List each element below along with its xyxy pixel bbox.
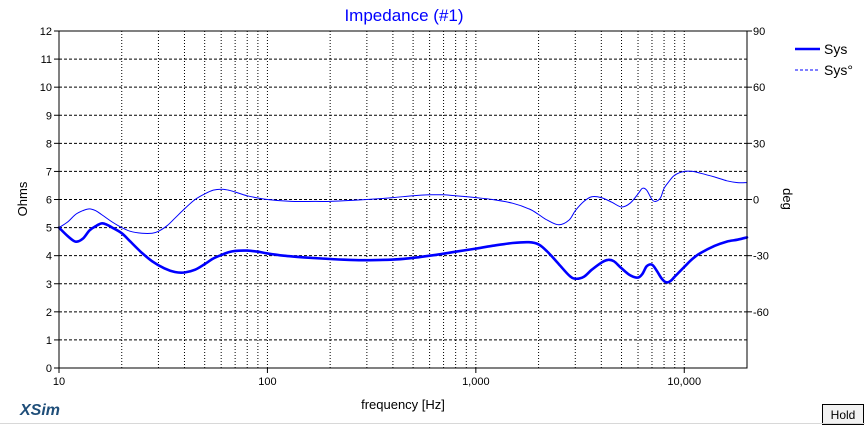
chart-title: Impedance (#1) <box>344 6 463 25</box>
y2-tick-label: 60 <box>753 82 765 94</box>
x-axis-ticks: 10 100 1,000 10,000 <box>53 368 701 388</box>
y-tick-label: 2 <box>46 307 52 319</box>
y2-axis-label: deg <box>780 188 795 210</box>
y-axis-label: Ohms <box>15 181 30 216</box>
legend: Sys Sys° <box>795 41 853 78</box>
y2-tick-label: 30 <box>753 138 765 150</box>
y2-axis-ticks: -60 -30 0 30 60 90 <box>747 26 769 319</box>
hold-button[interactable]: Hold <box>822 404 864 425</box>
x-axis-label: frequency [Hz] <box>361 397 445 412</box>
series-line-sys <box>57 222 749 284</box>
y-tick-label: 1 <box>46 335 52 347</box>
y-tick-label: 12 <box>40 26 52 38</box>
y-tick-label: 8 <box>46 138 52 150</box>
y2-tick-label: 90 <box>753 26 765 38</box>
y-tick-label: 4 <box>46 251 52 263</box>
xsim-logo: XSim <box>20 402 61 419</box>
x-tick-label: 100 <box>258 376 276 388</box>
y-tick-label: 11 <box>41 54 52 66</box>
y2-tick-label: -30 <box>753 251 769 263</box>
status-divider <box>0 423 865 424</box>
y-tick-label: 7 <box>46 166 52 178</box>
plot-frame <box>58 30 748 369</box>
series-line-sys-phase <box>58 170 748 234</box>
x-tick-label: 10,000 <box>667 376 701 388</box>
y-tick-label: 10 <box>40 82 52 94</box>
y2-tick-label: -60 <box>753 307 769 319</box>
y-tick-label: 3 <box>46 279 52 291</box>
y-tick-label: 5 <box>46 223 52 235</box>
y-tick-label: 6 <box>46 195 52 207</box>
y-tick-label: 9 <box>46 110 52 122</box>
x-tick-label: 10 <box>53 376 65 388</box>
chart-grid <box>59 31 747 368</box>
legend-label-sys: Sys <box>824 41 847 57</box>
x-tick-label: 1,000 <box>462 376 490 388</box>
series-layer <box>57 170 749 284</box>
y2-tick-label: 0 <box>753 195 759 207</box>
legend-label-sys-phase: Sys° <box>824 62 853 78</box>
y-tick-label: 0 <box>46 363 52 375</box>
